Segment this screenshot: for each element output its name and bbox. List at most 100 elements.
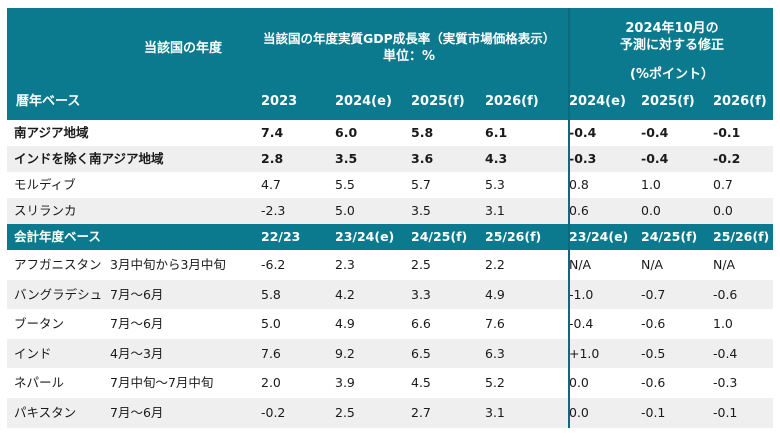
calendar-value-2: 3.6 [411, 151, 434, 166]
row-fiscal-period: 7月～6月 [110, 405, 164, 420]
fiscal-value-2: 3.3 [411, 286, 431, 302]
row-fiscal-period: 7月中旬～7月中旬 [110, 375, 214, 391]
fiscal-value-5: -0.7 [641, 286, 666, 302]
fiscal-value-0: -0.2 [261, 405, 286, 420]
fiscal-value-0: -6.2 [261, 257, 286, 272]
row-country-name: パキスタン [14, 405, 77, 420]
calendar-value-5: 0.0 [641, 203, 661, 218]
calendar-value-0: 7.4 [261, 125, 284, 140]
calendar-column-header: 2024(e) [335, 94, 392, 109]
fiscal-value-4: 0.0 [569, 375, 589, 391]
table-row: インドを除く南アジア地域 2.8 3.5 3.6 4.3 -0.3 -0.4 -0.2 [7, 146, 773, 172]
table-row: 南アジア地域 7.4 6.0 5.8 6.1 -0.4 -0.4 -0.1 [7, 120, 773, 146]
fiscal-value-2: 2.5 [411, 257, 431, 272]
fiscal-value-3: 2.2 [485, 257, 505, 272]
fiscal-basis-label: 会計年度ベース [14, 229, 101, 244]
calendar-value-4: -0.4 [569, 125, 597, 140]
gdp-growth-title: 当該国の年度実質GDP成長率（実質市場価格表示） [263, 31, 556, 46]
calendar-basis-label: 暦年ベース [16, 94, 81, 109]
fiscal-header-value-0: 22/23 [261, 229, 301, 244]
row-country-name: バングラデシュ [14, 286, 103, 302]
calendar-value-1: 5.5 [335, 177, 355, 192]
revision-divider [568, 8, 570, 428]
calendar-value-5: 1.0 [641, 177, 661, 192]
calendar-value-0: 2.8 [261, 151, 284, 166]
fiscal-value-5: N/A [641, 257, 664, 272]
fiscal-value-1: 2.3 [335, 257, 355, 272]
calendar-value-6: -0.2 [713, 151, 741, 166]
table-row: スリランカ -2.3 5.0 3.5 3.1 0.6 0.0 0.0 [7, 198, 773, 224]
country-fiscal-year-header: 当該国の年度 [143, 41, 222, 56]
calendar-value-2: 5.8 [411, 125, 434, 140]
fiscal-header-value-6: 25/26(f) [713, 229, 770, 244]
row-country-name: 南アジア地域 [14, 125, 89, 140]
fiscal-value-6: -0.6 [713, 286, 738, 302]
row-country-name: モルディブ [14, 177, 76, 192]
fiscal-value-4: -0.4 [569, 316, 594, 332]
fiscal-value-2: 4.5 [411, 375, 431, 391]
calendar-value-3: 5.3 [485, 177, 505, 192]
calendar-column-header: 2026(f) [713, 94, 767, 109]
calendar-value-4: 0.8 [569, 177, 589, 192]
gdp-forecast-table: 当該国の年度 当該国の年度実質GDP成長率（実質市場価格表示） 単位：% 202… [7, 8, 773, 428]
fiscal-value-1: 2.5 [335, 405, 355, 420]
table-row: ネパール 7月中旬～7月中旬 2.0 3.9 4.5 5.2 0.0 -0.6 -0.3 [7, 368, 773, 398]
fiscal-value-4: -1.0 [569, 286, 594, 302]
calendar-value-0: 4.7 [261, 177, 281, 192]
row-country-name: ブータン [14, 316, 65, 332]
fiscal-header-value-2: 24/25(f) [411, 229, 468, 244]
fiscal-value-3: 6.3 [485, 345, 505, 361]
fiscal-value-3: 4.9 [485, 286, 505, 302]
fiscal-value-4: +1.0 [569, 345, 600, 361]
table-row: パキスタン 7月～6月 -0.2 2.5 2.7 3.1 0.0 -0.1 -0.1 [7, 398, 773, 428]
fiscal-value-0: 5.0 [261, 316, 281, 332]
fiscal-value-3: 5.2 [485, 375, 505, 391]
fiscal-value-4: N/A [569, 257, 592, 272]
calendar-column-header: 2023 [261, 94, 298, 109]
fiscal-value-4: 0.0 [569, 405, 589, 420]
fiscal-value-5: -0.5 [641, 345, 666, 361]
calendar-value-4: 0.6 [569, 203, 589, 218]
fiscal-value-0: 2.0 [261, 375, 281, 391]
table-row: アフガニスタン 3月中旬から3月中旬 -6.2 2.3 2.5 2.2 N/A N/A N/A [7, 250, 773, 280]
fiscal-value-1: 4.2 [335, 286, 355, 302]
table-row: モルディブ 4.7 5.5 5.7 5.3 0.8 1.0 0.7 [7, 172, 773, 198]
row-fiscal-period: 7月～6月 [110, 316, 164, 332]
fiscal-value-1: 3.9 [335, 375, 355, 391]
fiscal-value-3: 3.1 [485, 405, 505, 420]
row-fiscal-period: 7月～6月 [110, 286, 164, 302]
fiscal-header-value-5: 24/25(f) [641, 229, 698, 244]
fiscal-value-1: 9.2 [335, 345, 355, 361]
calendar-column-header: 2026(f) [485, 94, 539, 109]
fiscal-value-6: 1.0 [713, 316, 733, 332]
fiscal-value-5: -0.6 [641, 316, 666, 332]
table-header: 当該国の年度 当該国の年度実質GDP成長率（実質市場価格表示） 単位：% 202… [7, 8, 773, 120]
calendar-column-header: 2025(f) [411, 94, 465, 109]
calendar-value-5: -0.4 [641, 151, 669, 166]
table-row: インド 4月～3月 7.6 9.2 6.5 6.3 +1.0 -0.5 -0.4 [7, 338, 773, 369]
fiscal-value-5: -0.1 [641, 405, 666, 420]
calendar-value-4: -0.3 [569, 151, 597, 166]
row-country-name: インド [14, 345, 52, 361]
calendar-value-2: 3.5 [411, 203, 431, 218]
fiscal-value-6: N/A [713, 257, 736, 272]
fiscal-header-value-4: 23/24(e) [569, 229, 629, 244]
calendar-value-1: 3.5 [335, 151, 358, 166]
table-row: ブータン 7月～6月 5.0 4.9 6.6 7.6 -0.4 -0.6 1.0 [7, 309, 773, 339]
gdp-growth-unit: 単位：% [382, 49, 436, 64]
fiscal-value-6: -0.1 [713, 405, 738, 420]
calendar-column-header: 2024(e) [569, 94, 626, 109]
calendar-value-2: 5.7 [411, 177, 431, 192]
fiscal-value-3: 7.6 [485, 316, 505, 332]
calendar-value-3: 6.1 [485, 125, 508, 140]
fiscal-value-6: -0.3 [713, 375, 738, 391]
calendar-column-header: 2025(f) [641, 94, 695, 109]
revision-title-line2: 予測に対する修正 [619, 38, 724, 53]
calendar-value-0: -2.3 [261, 203, 286, 218]
calendar-value-5: -0.4 [641, 125, 669, 140]
fiscal-value-5: -0.6 [641, 375, 666, 391]
row-fiscal-period: 3月中旬から3月中旬 [110, 257, 226, 272]
fiscal-basis-header-row: 会計年度ベース 22/23 23/24(e) 24/25(f) 25/26(f) 23/… [7, 224, 773, 250]
calendar-value-3: 3.1 [485, 203, 505, 218]
